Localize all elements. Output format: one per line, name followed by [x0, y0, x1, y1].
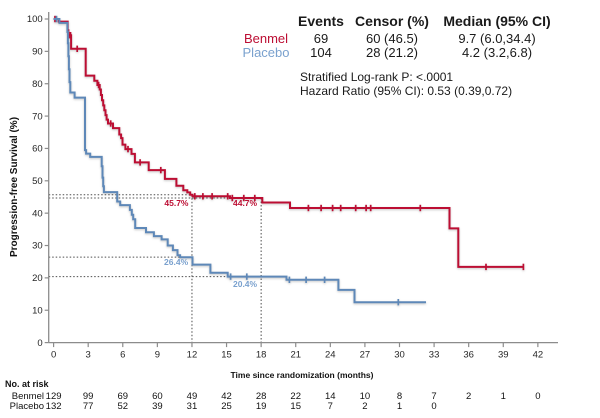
x-tick-label: 0 — [51, 350, 56, 361]
risk-value-placebo: 132 — [45, 401, 62, 412]
y-tick-label: 90 — [32, 47, 43, 58]
landmark-label: 26.4% — [164, 257, 189, 267]
x-tick-label: 33 — [429, 350, 440, 361]
risk-value-benmel: 1 — [500, 391, 506, 402]
risk-value-benmel: 42 — [221, 391, 232, 402]
x-tick-label: 9 — [155, 350, 160, 361]
legend-header-events: Events — [298, 13, 344, 29]
risk-value-benmel: 10 — [359, 391, 371, 402]
legend-row-placebo-name: Placebo — [242, 45, 290, 60]
x-tick-label: 12 — [187, 350, 198, 361]
risk-table-title: No. at risk — [5, 379, 49, 389]
risk-value-benmel: 8 — [396, 391, 403, 402]
risk-value-benmel: 2 — [466, 391, 472, 402]
risk-row-label-benmel: Benmel — [11, 391, 44, 402]
legend-row-placebo-events: 104 — [310, 45, 332, 60]
y-tick-label: 20 — [32, 273, 43, 284]
risk-value-placebo: 15 — [290, 401, 302, 412]
y-tick-label: 100 — [27, 14, 43, 25]
legend-row-benmel-events: 69 — [313, 31, 329, 46]
y-tick-label: 50 — [32, 176, 43, 187]
legend-row-benmel-median: 9.7 (6.0,34.4) — [458, 31, 536, 46]
curves-group — [53, 15, 525, 306]
km-curve-benmel — [53, 18, 524, 268]
x-tick-label: 39 — [498, 350, 509, 361]
legend-row-placebo-median: 4.2 (3.2,6.8) — [461, 45, 533, 60]
x-axis-title: Time since randomization (months) — [230, 370, 374, 380]
km-curve-placebo — [53, 18, 426, 304]
risk-value-benmel: 7 — [431, 391, 437, 402]
legend-row-placebo-censor: 28 (21.2) — [365, 45, 419, 60]
y-tick-label: 30 — [32, 241, 43, 252]
risk-value-placebo: 39 — [152, 401, 163, 412]
risk-value-benmel: 0 — [535, 391, 541, 402]
risk-value-benmel: 22 — [290, 391, 302, 402]
stat-hazard-ratio: Hazard Ratio (95% CI): 0.53 (0.39,0.72) — [300, 84, 513, 98]
risk-value-benmel: 129 — [45, 391, 62, 402]
legend-row-benmel-censor: 60 (46.5) — [365, 31, 419, 46]
risk-value-placebo: 0 — [431, 401, 437, 412]
risk-value-benmel: 14 — [325, 391, 336, 402]
risk-value-benmel: 60 — [152, 391, 163, 402]
y-axis-title: Progression-free Survival (%) — [9, 116, 20, 258]
risk-value-placebo: 25 — [221, 401, 232, 412]
risk-value-placebo: 19 — [255, 401, 267, 412]
risk-value-placebo: 7 — [327, 401, 333, 412]
risk-value-benmel: 28 — [255, 391, 267, 402]
risk-row-label-placebo: Placebo — [9, 401, 44, 412]
x-tick-label: 36 — [463, 350, 474, 361]
landmark-label: 45.7% — [164, 198, 189, 208]
risk-value-placebo: 1 — [396, 401, 403, 412]
landmark-label: 44.7% — [233, 198, 258, 208]
x-tick-label: 3 — [86, 350, 91, 361]
y-tick-label: 80 — [32, 79, 43, 90]
x-tick-label: 42 — [533, 350, 544, 361]
landmark-label: 20.4% — [233, 279, 258, 289]
y-tick-label: 10 — [32, 305, 43, 316]
x-tick-label: 21 — [290, 350, 301, 361]
x-tick-label: 18 — [256, 350, 267, 361]
x-tick-label: 6 — [120, 350, 125, 361]
x-tick-label: 15 — [221, 350, 232, 361]
legend-header-median: Median (95% CI) — [443, 13, 551, 29]
risk-value-benmel: 49 — [186, 391, 198, 402]
risk-value-placebo: 2 — [362, 401, 368, 412]
risk-value-benmel: 69 — [117, 391, 129, 402]
x-tick-label: 27 — [360, 350, 371, 361]
y-tick-label: 40 — [32, 208, 43, 219]
legend-header-censor: Censor (%) — [355, 13, 429, 29]
x-tick-label: 24 — [325, 350, 336, 361]
risk-value-placebo: 52 — [117, 401, 129, 412]
x-tick-label: 30 — [394, 350, 405, 361]
legend-row-benmel-name: Benmel — [243, 31, 289, 46]
y-tick-label: 60 — [32, 144, 43, 155]
y-tick-label: 70 — [32, 111, 43, 122]
risk-value-benmel: 99 — [82, 391, 94, 402]
risk-value-placebo: 31 — [186, 401, 198, 412]
y-tick-label: 0 — [37, 338, 42, 349]
stat-logrank: Stratified Log-rank P: <.0001 — [300, 70, 454, 84]
risk-value-placebo: 77 — [82, 401, 94, 412]
